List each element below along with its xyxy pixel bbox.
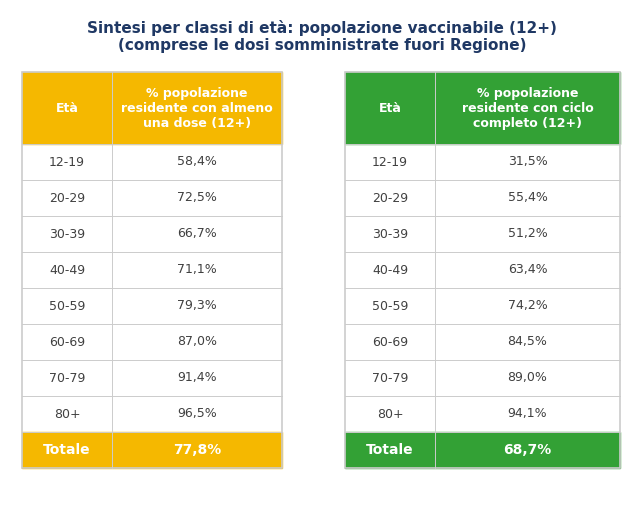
Text: 74,2%: 74,2% — [507, 300, 547, 312]
Text: 20-29: 20-29 — [49, 192, 85, 204]
Bar — [22, 288, 282, 324]
Bar — [22, 216, 282, 252]
Text: 40-49: 40-49 — [49, 263, 85, 277]
Text: 66,7%: 66,7% — [177, 228, 217, 240]
Text: 72,5%: 72,5% — [177, 192, 217, 204]
Text: Età: Età — [55, 102, 79, 114]
Text: 89,0%: 89,0% — [507, 371, 547, 385]
Bar — [22, 252, 282, 288]
Bar — [345, 432, 620, 468]
Text: % popolazione
residente con almeno
una dose (12+): % popolazione residente con almeno una d… — [121, 87, 273, 129]
Text: Totale: Totale — [366, 443, 414, 457]
Bar — [22, 180, 282, 216]
Text: 71,1%: 71,1% — [177, 263, 217, 277]
Text: 91,4%: 91,4% — [177, 371, 217, 385]
Text: 58,4%: 58,4% — [177, 155, 217, 169]
Text: 31,5%: 31,5% — [507, 155, 547, 169]
Bar — [345, 72, 620, 144]
Text: 50-59: 50-59 — [372, 300, 408, 312]
Text: 30-39: 30-39 — [372, 228, 408, 240]
Text: 80+: 80+ — [377, 408, 403, 420]
Bar — [22, 324, 282, 360]
Text: Totale: Totale — [43, 443, 91, 457]
Bar — [22, 432, 282, 468]
Text: 60-69: 60-69 — [372, 336, 408, 348]
Text: 87,0%: 87,0% — [177, 336, 217, 348]
Bar — [22, 72, 282, 144]
Text: 63,4%: 63,4% — [507, 263, 547, 277]
Text: 20-29: 20-29 — [372, 192, 408, 204]
Text: 51,2%: 51,2% — [507, 228, 547, 240]
Text: 79,3%: 79,3% — [177, 300, 217, 312]
Bar — [22, 72, 282, 468]
Bar — [22, 360, 282, 396]
Text: 84,5%: 84,5% — [507, 336, 547, 348]
Text: 80+: 80+ — [53, 408, 80, 420]
Text: 68,7%: 68,7% — [504, 443, 552, 457]
Text: 70-79: 70-79 — [372, 371, 408, 385]
Text: 12-19: 12-19 — [372, 155, 408, 169]
Text: 96,5%: 96,5% — [177, 408, 217, 420]
Bar — [345, 360, 620, 396]
Bar — [345, 144, 620, 180]
Text: 55,4%: 55,4% — [507, 192, 547, 204]
Bar — [22, 396, 282, 432]
Text: 94,1%: 94,1% — [507, 408, 547, 420]
Bar — [345, 396, 620, 432]
Bar — [345, 180, 620, 216]
Text: % popolazione
residente con ciclo
completo (12+): % popolazione residente con ciclo comple… — [462, 87, 593, 129]
Text: Sintesi per classi di età: popolazione vaccinabile (12+)
(comprese le dosi sommi: Sintesi per classi di età: popolazione v… — [87, 20, 557, 53]
Bar — [345, 252, 620, 288]
Text: 40-49: 40-49 — [372, 263, 408, 277]
Text: 60-69: 60-69 — [49, 336, 85, 348]
Bar — [345, 288, 620, 324]
Bar — [345, 72, 620, 468]
Text: 12-19: 12-19 — [49, 155, 85, 169]
Bar — [22, 144, 282, 180]
Text: 70-79: 70-79 — [49, 371, 85, 385]
Text: 77,8%: 77,8% — [173, 443, 221, 457]
Text: 30-39: 30-39 — [49, 228, 85, 240]
Bar — [345, 216, 620, 252]
Text: Età: Età — [379, 102, 401, 114]
Text: 50-59: 50-59 — [49, 300, 85, 312]
Bar — [345, 324, 620, 360]
